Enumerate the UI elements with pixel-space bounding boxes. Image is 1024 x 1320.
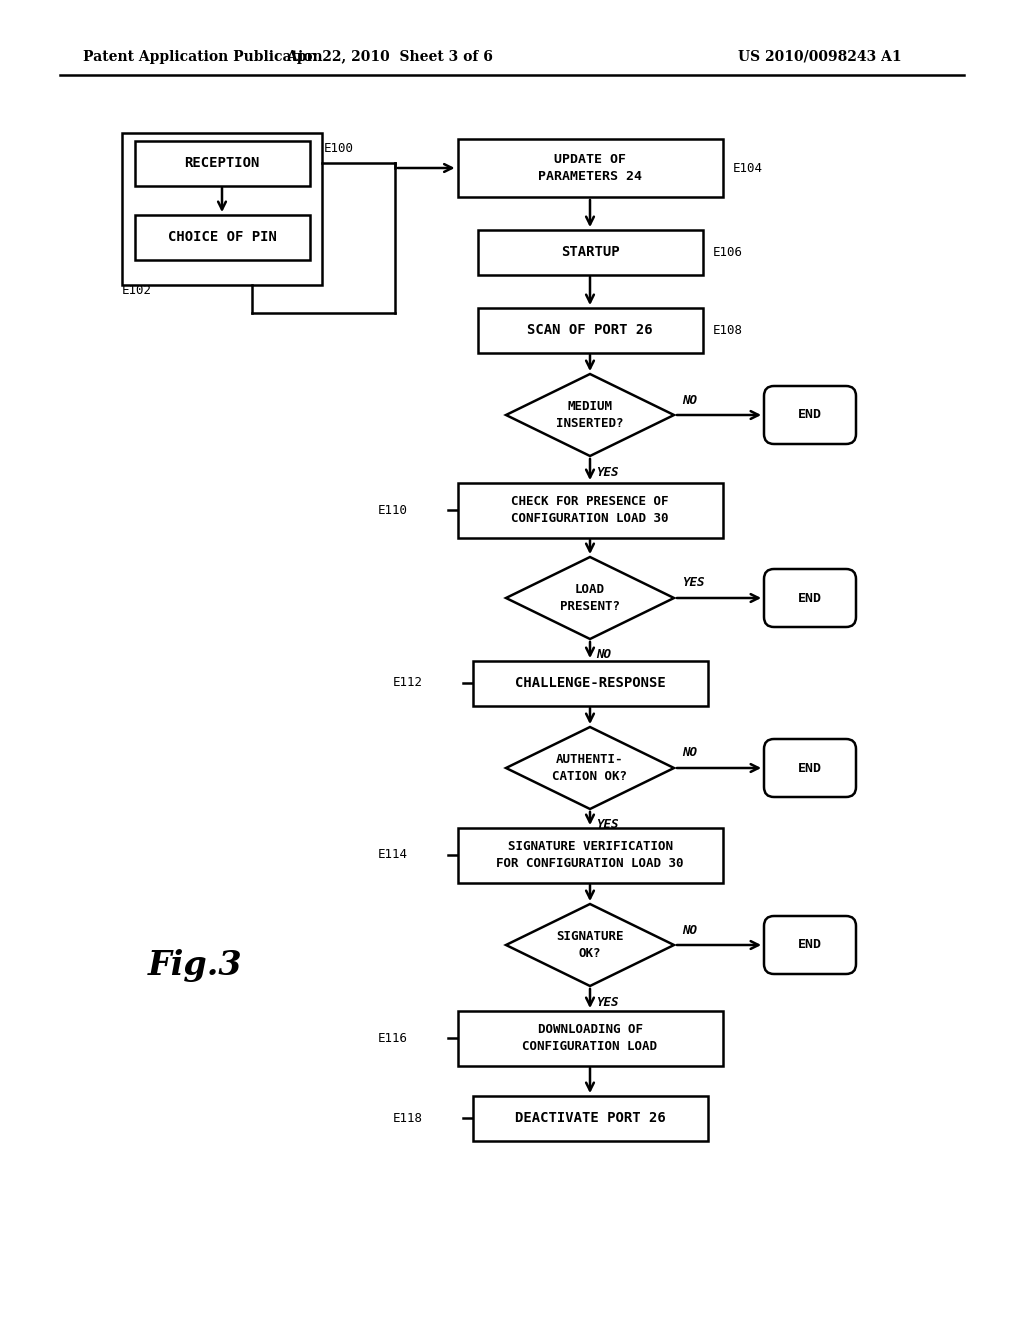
Text: E110: E110 <box>378 503 408 516</box>
Text: STARTUP: STARTUP <box>561 246 620 259</box>
Text: E112: E112 <box>392 676 423 689</box>
Text: SCAN OF PORT 26: SCAN OF PORT 26 <box>527 323 653 337</box>
Polygon shape <box>506 727 674 809</box>
Text: E116: E116 <box>378 1031 408 1044</box>
Text: END: END <box>798 408 822 421</box>
Text: END: END <box>798 762 822 775</box>
FancyBboxPatch shape <box>458 828 723 883</box>
Text: NO: NO <box>682 747 697 759</box>
Text: US 2010/0098243 A1: US 2010/0098243 A1 <box>738 50 902 63</box>
Text: AUTHENTI-
CATION OK?: AUTHENTI- CATION OK? <box>553 752 628 783</box>
Text: MEDIUM
INSERTED?: MEDIUM INSERTED? <box>556 400 624 430</box>
Text: UPDATE OF
PARAMETERS 24: UPDATE OF PARAMETERS 24 <box>538 153 642 183</box>
Text: NO: NO <box>596 648 611 661</box>
Text: E100: E100 <box>324 143 354 156</box>
Text: DOWNLOADING OF
CONFIGURATION LOAD: DOWNLOADING OF CONFIGURATION LOAD <box>522 1023 657 1053</box>
Text: E108: E108 <box>713 323 742 337</box>
Polygon shape <box>506 374 674 455</box>
FancyBboxPatch shape <box>764 385 856 444</box>
Text: END: END <box>798 939 822 952</box>
FancyBboxPatch shape <box>764 739 856 797</box>
FancyBboxPatch shape <box>458 483 723 537</box>
Text: CHOICE OF PIN: CHOICE OF PIN <box>168 230 276 244</box>
Text: NO: NO <box>682 924 697 936</box>
Text: RECEPTION: RECEPTION <box>184 156 260 170</box>
Text: CHECK FOR PRESENCE OF
CONFIGURATION LOAD 30: CHECK FOR PRESENCE OF CONFIGURATION LOAD… <box>511 495 669 525</box>
FancyBboxPatch shape <box>477 308 702 352</box>
Text: SIGNATURE
OK?: SIGNATURE OK? <box>556 931 624 960</box>
FancyBboxPatch shape <box>477 230 702 275</box>
Text: YES: YES <box>596 466 618 479</box>
FancyBboxPatch shape <box>472 660 708 705</box>
Text: E118: E118 <box>392 1111 423 1125</box>
Text: YES: YES <box>596 995 618 1008</box>
Text: NO: NO <box>682 393 697 407</box>
Text: SIGNATURE VERIFICATION
FOR CONFIGURATION LOAD 30: SIGNATURE VERIFICATION FOR CONFIGURATION… <box>497 840 684 870</box>
Text: E102: E102 <box>122 285 152 297</box>
FancyBboxPatch shape <box>764 569 856 627</box>
Text: E114: E114 <box>378 849 408 862</box>
Text: YES: YES <box>596 818 618 832</box>
Polygon shape <box>506 904 674 986</box>
Polygon shape <box>506 557 674 639</box>
FancyBboxPatch shape <box>134 140 309 186</box>
FancyBboxPatch shape <box>458 139 723 197</box>
Text: E104: E104 <box>732 161 763 174</box>
FancyBboxPatch shape <box>134 214 309 260</box>
Text: Apr. 22, 2010  Sheet 3 of 6: Apr. 22, 2010 Sheet 3 of 6 <box>287 50 494 63</box>
FancyBboxPatch shape <box>764 916 856 974</box>
Text: YES: YES <box>682 577 705 590</box>
FancyBboxPatch shape <box>472 1096 708 1140</box>
Text: CHALLENGE-RESPONSE: CHALLENGE-RESPONSE <box>515 676 666 690</box>
Text: Patent Application Publication: Patent Application Publication <box>83 50 323 63</box>
FancyBboxPatch shape <box>458 1011 723 1065</box>
Text: Fig.3: Fig.3 <box>147 949 243 982</box>
Text: DEACTIVATE PORT 26: DEACTIVATE PORT 26 <box>515 1111 666 1125</box>
Text: E106: E106 <box>713 246 742 259</box>
Text: LOAD
PRESENT?: LOAD PRESENT? <box>560 583 620 612</box>
Text: END: END <box>798 591 822 605</box>
